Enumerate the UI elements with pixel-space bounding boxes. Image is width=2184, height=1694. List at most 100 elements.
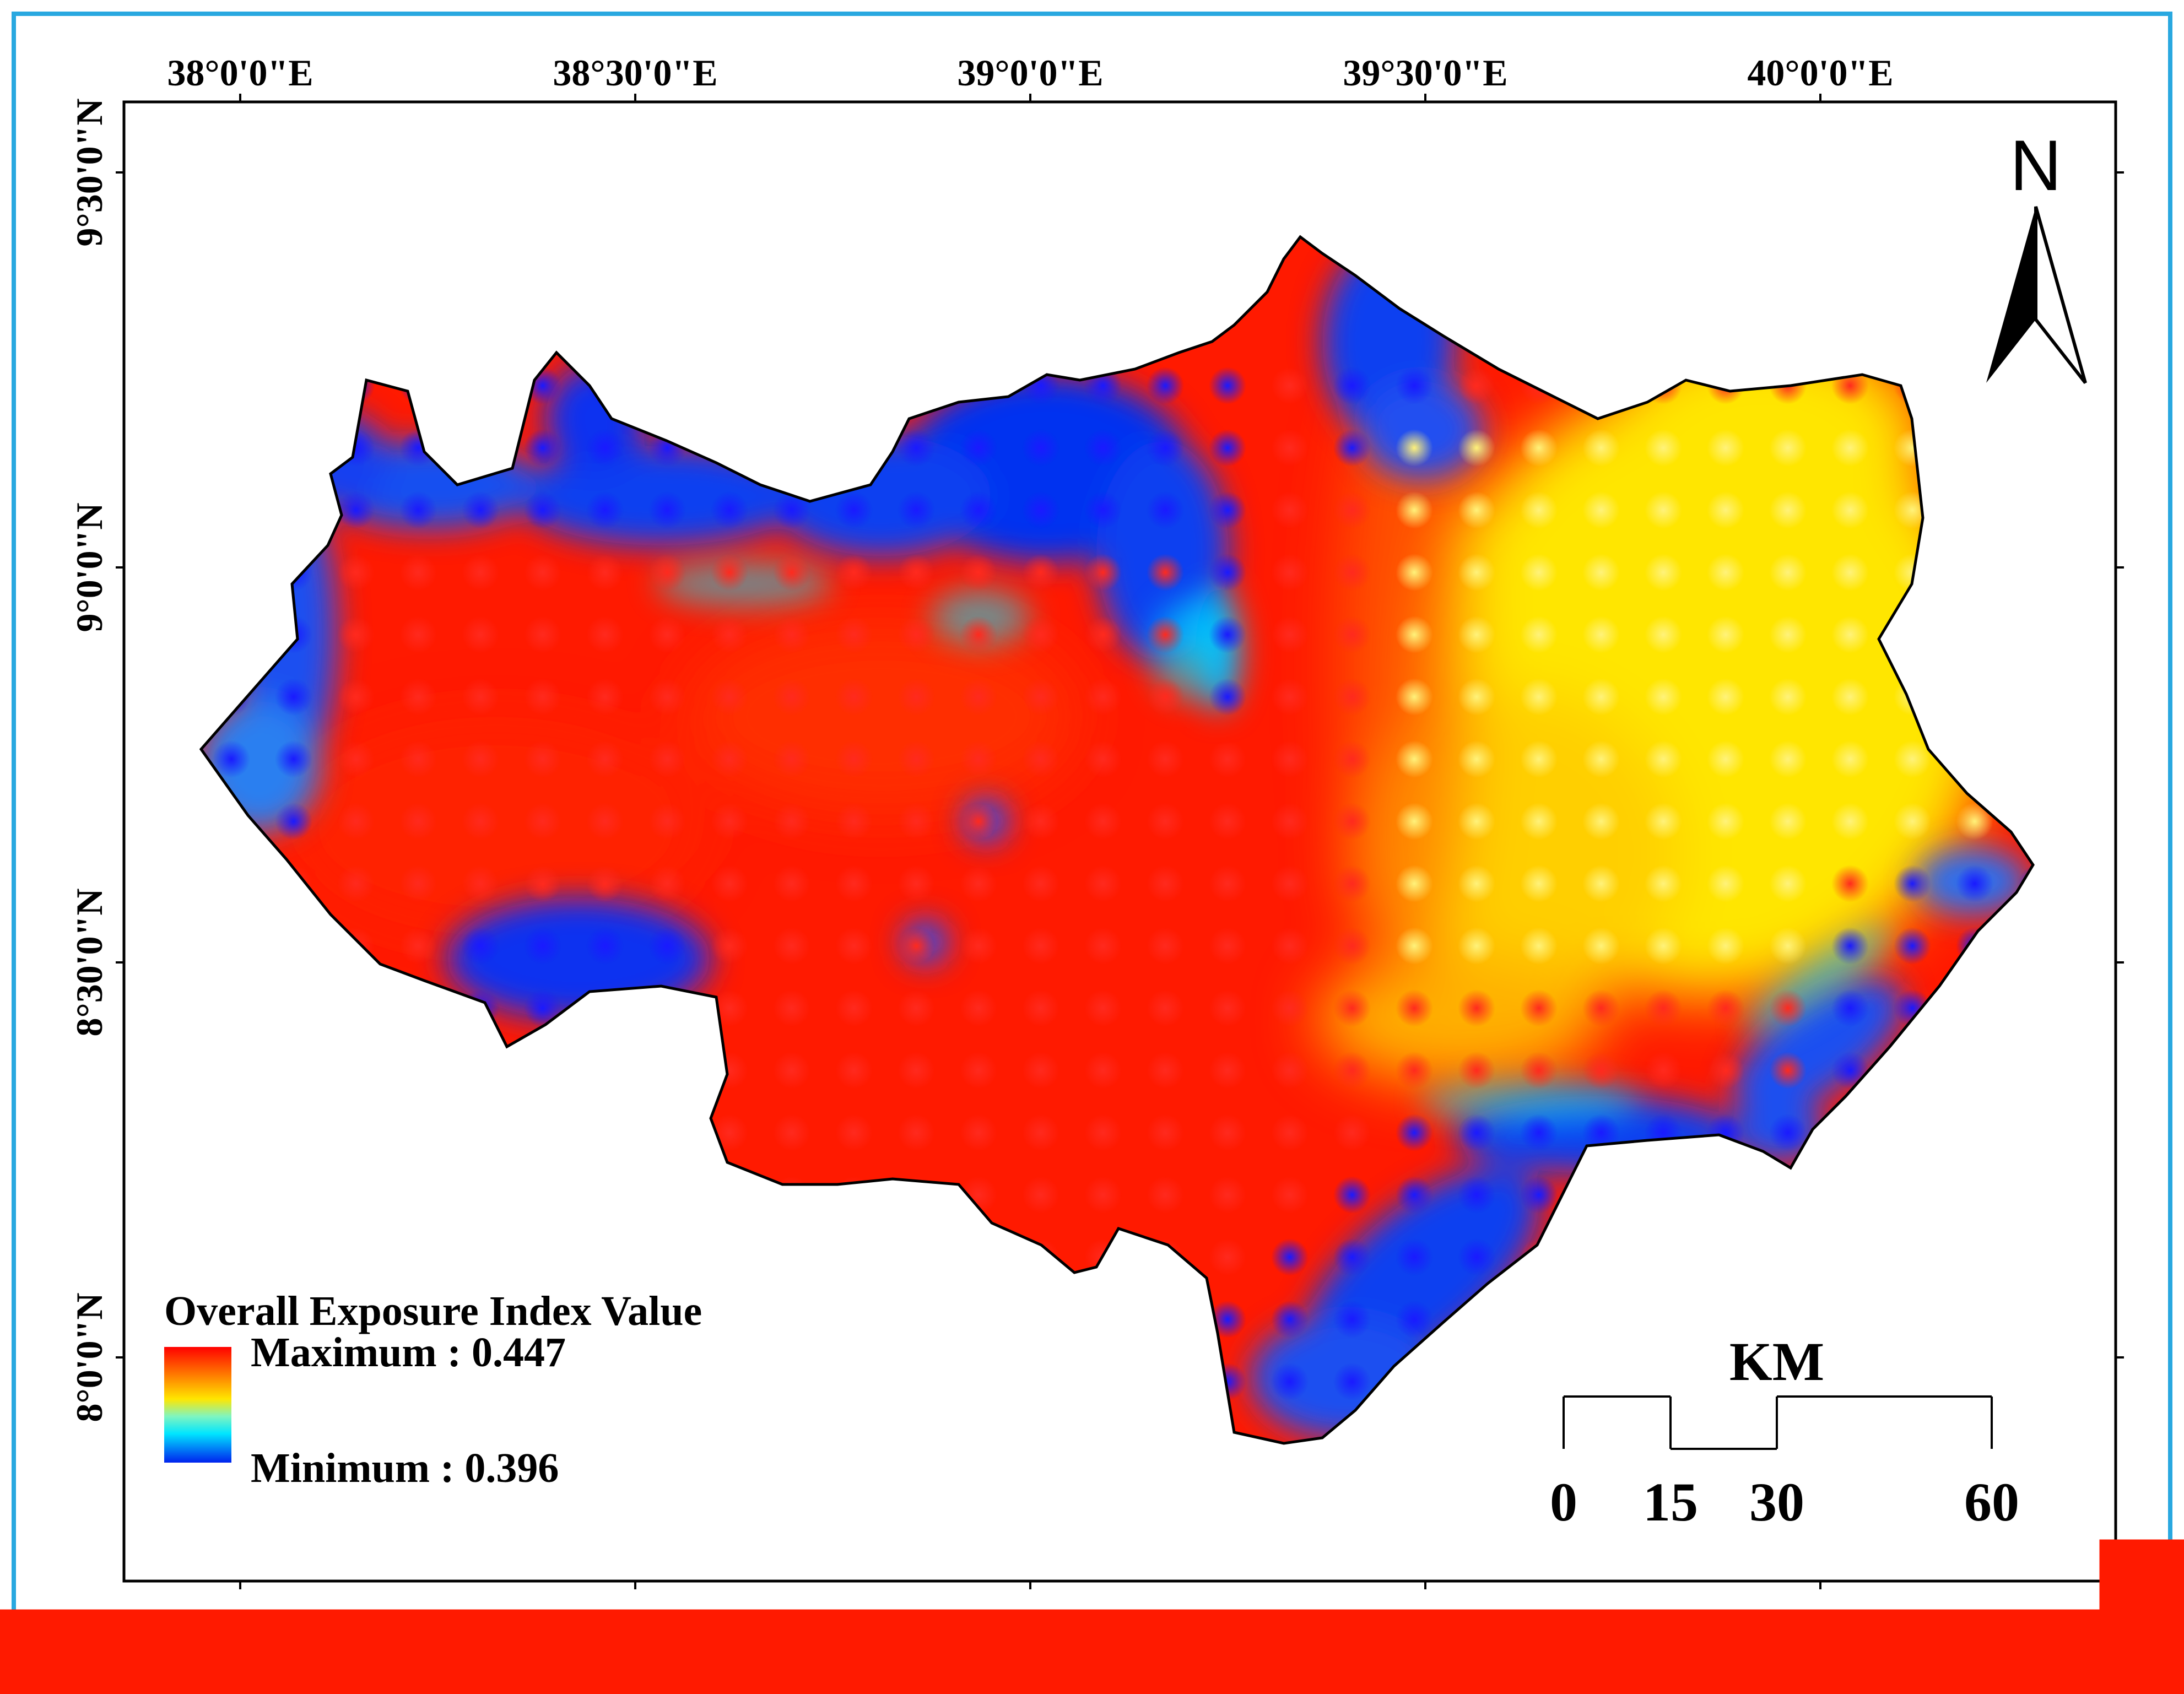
sample-dot: [1831, 740, 1869, 778]
sample-dot: [1209, 989, 1246, 1027]
sample-dot: [1769, 1114, 1807, 1151]
sample-dot: [1147, 1052, 1184, 1089]
sample-dot: [1271, 927, 1309, 965]
sample-dot: [1520, 927, 1558, 965]
sample-dot: [1645, 803, 1682, 840]
legend-title: Overall Exposure Index Value: [164, 1288, 702, 1334]
sample-dot: [648, 740, 686, 778]
sample-dot: [1022, 865, 1059, 902]
sample-dot: [1458, 678, 1495, 716]
lat-label-8-0: 8°0'0"N: [68, 1293, 110, 1422]
sample-dot: [462, 616, 499, 653]
sample-dot: [1458, 491, 1495, 529]
sample-dot: [586, 554, 624, 591]
sample-dot: [898, 1052, 935, 1089]
sample-dot: [1645, 678, 1682, 716]
sample-dot: [898, 429, 935, 467]
sample-dot: [1022, 429, 1059, 467]
sample-dot: [1769, 1052, 1807, 1089]
sample-dot: [1520, 1114, 1558, 1151]
sample-dot: [960, 740, 997, 778]
sample-dot: [960, 554, 997, 591]
sample-dot: [1707, 616, 1744, 653]
sample-dot: [1707, 803, 1744, 840]
sample-dot: [1147, 367, 1184, 404]
sample-dot: [337, 865, 375, 902]
sample-dot: [648, 927, 686, 965]
sample-dot: [1209, 367, 1246, 404]
sample-dot: [1707, 678, 1744, 716]
sample-dot: [586, 927, 624, 965]
sample-dot: [1520, 1052, 1558, 1089]
sample-dot: [1769, 429, 1807, 467]
sample-dot: [1333, 989, 1371, 1027]
sample-dot: [1084, 554, 1122, 591]
sample-dot: [1831, 989, 1869, 1027]
sample-dot: [960, 491, 997, 529]
sample-dot: [586, 865, 624, 902]
sample-dot: [711, 616, 748, 653]
sample-dot: [1333, 1052, 1371, 1089]
sample-dot: [337, 616, 375, 653]
sample-dot: [773, 989, 810, 1027]
sample-dot: [1271, 678, 1309, 716]
sample-dot: [1396, 1176, 1433, 1214]
sample-dot: [711, 740, 748, 778]
sample-dot: [462, 865, 499, 902]
sample-dot: [773, 678, 810, 716]
sample-dot: [1458, 927, 1495, 965]
sample-dot: [1582, 865, 1620, 902]
sample-dot: [399, 740, 437, 778]
sample-dot: [1147, 554, 1184, 591]
sample-dot: [960, 429, 997, 467]
sample-dot: [1209, 1176, 1246, 1214]
sample-dot: [1769, 678, 1807, 716]
sample-dot: [462, 491, 499, 529]
sample-dot: [524, 803, 561, 840]
sample-dot: [1645, 989, 1682, 1027]
sample-dot: [1520, 740, 1558, 778]
sample-dot: [1769, 491, 1807, 529]
sample-dot: [1769, 927, 1807, 965]
sample-dot: [1271, 740, 1309, 778]
sample-dot: [1022, 678, 1059, 716]
sample-dot: [1645, 1052, 1682, 1089]
sample-dot: [1209, 1238, 1246, 1276]
sample-dot: [648, 554, 686, 591]
sample-dot: [1147, 429, 1184, 467]
sample-dot: [399, 678, 437, 716]
sample-dot: [773, 1052, 810, 1089]
sample-dot: [835, 865, 873, 902]
sample-dot: [1209, 865, 1246, 902]
sample-dot: [648, 803, 686, 840]
sample-dot: [1333, 1363, 1371, 1400]
sample-dot: [1333, 740, 1371, 778]
sample-dot: [1894, 927, 1931, 965]
sample-dot: [835, 678, 873, 716]
sample-dot: [1209, 491, 1246, 529]
sample-dot: [1396, 1301, 1433, 1338]
sample-dot: [1147, 865, 1184, 902]
sample-dot: [524, 740, 561, 778]
sample-dot: [773, 865, 810, 902]
sample-dot: [773, 554, 810, 591]
sample-dot: [835, 1052, 873, 1089]
sample-dot: [586, 678, 624, 716]
sample-dot: [1022, 1176, 1059, 1214]
lon-label-38-0: 38°0'0"E: [167, 52, 313, 94]
sample-dot: [835, 803, 873, 840]
legend-min-label: Minimum : 0.396: [251, 1445, 559, 1491]
sample-dot: [648, 865, 686, 902]
sample-dot: [1271, 554, 1309, 591]
sample-dot: [462, 803, 499, 840]
sample-dot: [1645, 927, 1682, 965]
sample-dot: [1209, 927, 1246, 965]
sample-dot: [586, 491, 624, 529]
sample-dot: [1333, 367, 1371, 404]
sample-dot: [586, 616, 624, 653]
sample-dot: [1209, 429, 1246, 467]
sample-dot: [1645, 740, 1682, 778]
sample-dot: [835, 740, 873, 778]
sample-dot: [960, 865, 997, 902]
sample-dot: [1458, 429, 1495, 467]
